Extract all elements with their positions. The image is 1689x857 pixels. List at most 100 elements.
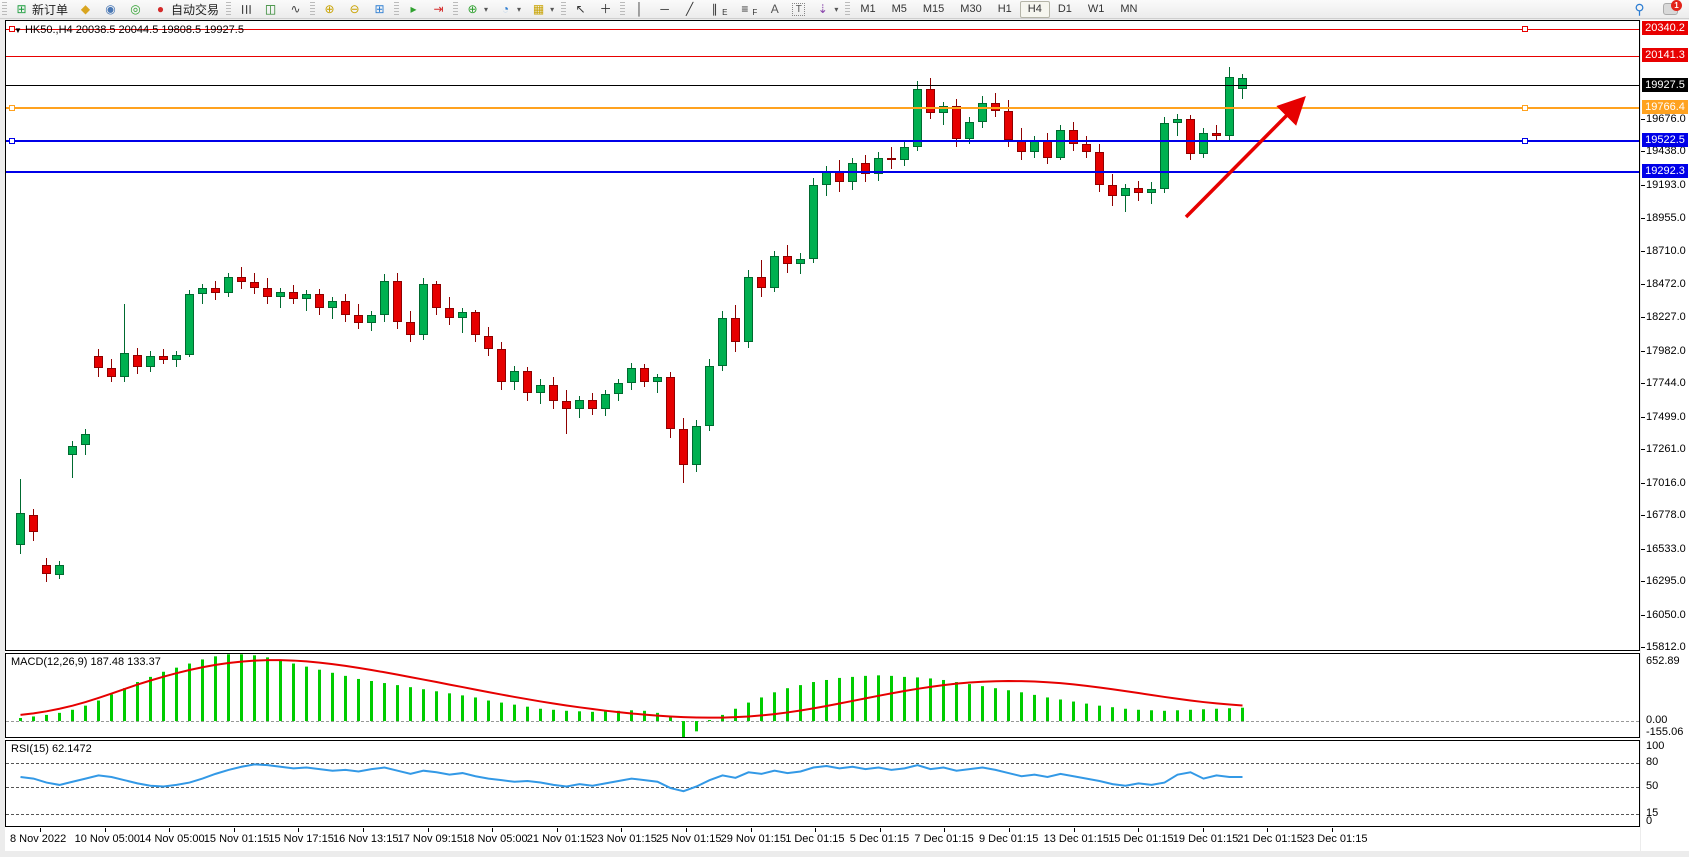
dropdown-arrow-icon[interactable]: ▾	[517, 4, 522, 14]
candle	[1238, 78, 1247, 90]
bar-chart-button[interactable]: ☰	[233, 1, 258, 18]
price-tick-label: 17499.0	[1646, 410, 1686, 423]
candlestick-chart-button[interactable]: ◫	[258, 1, 283, 18]
price-tick-mark	[1641, 317, 1645, 319]
dropdown-arrow-icon[interactable]: ▾	[550, 4, 555, 14]
line-handle[interactable]	[9, 137, 15, 144]
time-tick-mark	[1267, 828, 1269, 832]
candle	[341, 301, 350, 315]
price-level-line-19766.4[interactable]	[6, 106, 1639, 109]
timeframe-h4-button[interactable]: H4	[1019, 0, 1050, 18]
candle	[1082, 143, 1091, 153]
time-tick-mark	[363, 828, 364, 832]
time-tick-mark	[492, 828, 494, 832]
candle	[1056, 130, 1065, 158]
candle	[1030, 141, 1039, 153]
equidistant-channel-button[interactable]: ∥ E	[702, 1, 732, 18]
timeframe-m30-button[interactable]: M30	[960, 3, 982, 15]
candle	[692, 425, 701, 466]
new-order-button[interactable]: ⊞ 新订单	[9, 1, 73, 18]
price-tick-label: 16533.0	[1646, 542, 1686, 555]
line-handle[interactable]	[9, 104, 15, 111]
dropdown-arrow-icon[interactable]: ▾	[484, 4, 489, 14]
templates-button[interactable]: ▦ ▾	[526, 1, 559, 18]
macd-panel[interactable]: MACD(12,26,9) 187.48 133.37	[5, 653, 1640, 738]
text-label-button[interactable]: T	[787, 1, 810, 18]
time-tick-mark	[233, 828, 235, 832]
dropdown-arrow-icon[interactable]: ▾	[834, 4, 839, 14]
macd-histogram-bar	[617, 710, 620, 722]
price-level-line-20340.2[interactable]	[6, 28, 1639, 30]
market-watch-button[interactable]: ◆	[73, 1, 98, 18]
chart-shift-button[interactable]: ⇥	[426, 1, 451, 18]
periods-button[interactable]: ◔ ▾	[493, 1, 526, 18]
zoom-in-button[interactable]: ⊕	[317, 1, 342, 18]
candle	[42, 565, 51, 574]
price-level-line-19927.5[interactable]	[6, 85, 1639, 86]
auto-trading-button[interactable]: ● 自动交易	[148, 1, 224, 18]
main-price-chart[interactable]: ▼ HK50.,H4 20038.5 20044.5 19808.5 19927…	[5, 20, 1640, 651]
rsi-panel[interactable]: RSI(15) 62.1472	[5, 740, 1640, 827]
notification-badge: 1	[1671, 0, 1682, 11]
fibonacci-button[interactable]: ≡ F	[732, 1, 762, 18]
timeframe-w1-button[interactable]: W1	[1087, 3, 1105, 15]
zoom-out-button[interactable]: ⊖	[342, 1, 367, 18]
macd-histogram-bar	[292, 663, 295, 722]
fibonacci-icon-sub: F	[752, 7, 758, 17]
candle	[406, 321, 415, 336]
macd-histogram-bar	[643, 710, 646, 722]
macd-histogram-bar	[630, 710, 633, 722]
trend-arrow-annotation[interactable]	[1184, 96, 1306, 219]
price-axis[interactable]: 19676.0 19438.0 19193.0 18955.0 18710.0 18472…	[1641, 20, 1689, 851]
chart-shift-icon: ⇥	[433, 1, 444, 16]
line-chart-button[interactable]: ∿	[283, 1, 308, 18]
macd-histogram-bar	[32, 716, 35, 722]
trendline-button[interactable]: ╱	[677, 1, 702, 18]
macd-histogram-bar	[370, 681, 373, 722]
crosshair-button[interactable]: ＋	[593, 1, 618, 18]
time-tick-mark	[1332, 828, 1333, 832]
candle	[874, 157, 883, 175]
candle	[419, 283, 428, 336]
arrows-button[interactable]: ⇣ ▾	[810, 1, 843, 18]
timeframe-d1-button[interactable]: D1	[1057, 3, 1072, 15]
line-handle[interactable]	[1522, 137, 1528, 144]
timeframe-h1-button[interactable]: H1	[997, 3, 1012, 15]
price-badge-20340.2: 20340.2	[1642, 21, 1688, 36]
price-level-line-19522.5[interactable]	[6, 139, 1639, 142]
timeframe-m5-button[interactable]: M5	[891, 3, 907, 15]
candle	[172, 354, 181, 361]
time-axis[interactable]: 8 Nov 2022 10 Nov 05:00 14 Nov 05:00 15 Nov…	[5, 828, 1640, 850]
indicators-button[interactable]: ⊕ ▾	[460, 1, 493, 18]
vertical-line-button[interactable]: │	[627, 1, 652, 18]
time-tick-mark	[1009, 828, 1010, 832]
horizontal-line-button[interactable]: ─	[652, 1, 677, 18]
line-handle[interactable]	[1522, 104, 1528, 111]
time-tick-mark	[40, 828, 41, 832]
macd-histogram-bar	[1176, 710, 1179, 722]
data-window-button[interactable]: ◉	[98, 1, 123, 18]
auto-scroll-button[interactable]: ▸	[401, 1, 426, 18]
timeframe-m15-button[interactable]: M15	[922, 3, 945, 15]
line-handle[interactable]	[9, 26, 15, 33]
cursor-button[interactable]: ↖	[568, 1, 593, 18]
time-label: 7 Dec 01:15	[914, 833, 974, 845]
price-tick-mark	[1641, 383, 1645, 385]
timeframe-m1-button[interactable]: M1	[860, 3, 876, 15]
signals-button[interactable]: ◎	[123, 1, 148, 18]
notifications-button[interactable]: 1	[1658, 0, 1683, 18]
price-level-line-20141.3[interactable]	[6, 55, 1639, 57]
candle-wick	[943, 101, 944, 125]
macd-histogram-bar	[708, 720, 711, 722]
time-label: 16 Nov 13:15	[333, 833, 399, 845]
search-button[interactable]: ⚲	[1627, 1, 1652, 18]
chart-expand-icon[interactable]: ▼	[14, 26, 22, 35]
time-label: 10 Nov 05:00	[74, 833, 141, 845]
macd-histogram-bar	[851, 676, 854, 722]
timeframe-mn-button[interactable]: MN	[1120, 3, 1138, 15]
text-button[interactable]: A	[762, 1, 787, 18]
price-level-line-19292.3[interactable]	[6, 171, 1639, 174]
line-handle[interactable]	[1522, 26, 1528, 33]
tile-windows-button[interactable]: ⊞	[367, 1, 392, 18]
macd-histogram-bar	[1189, 709, 1192, 722]
